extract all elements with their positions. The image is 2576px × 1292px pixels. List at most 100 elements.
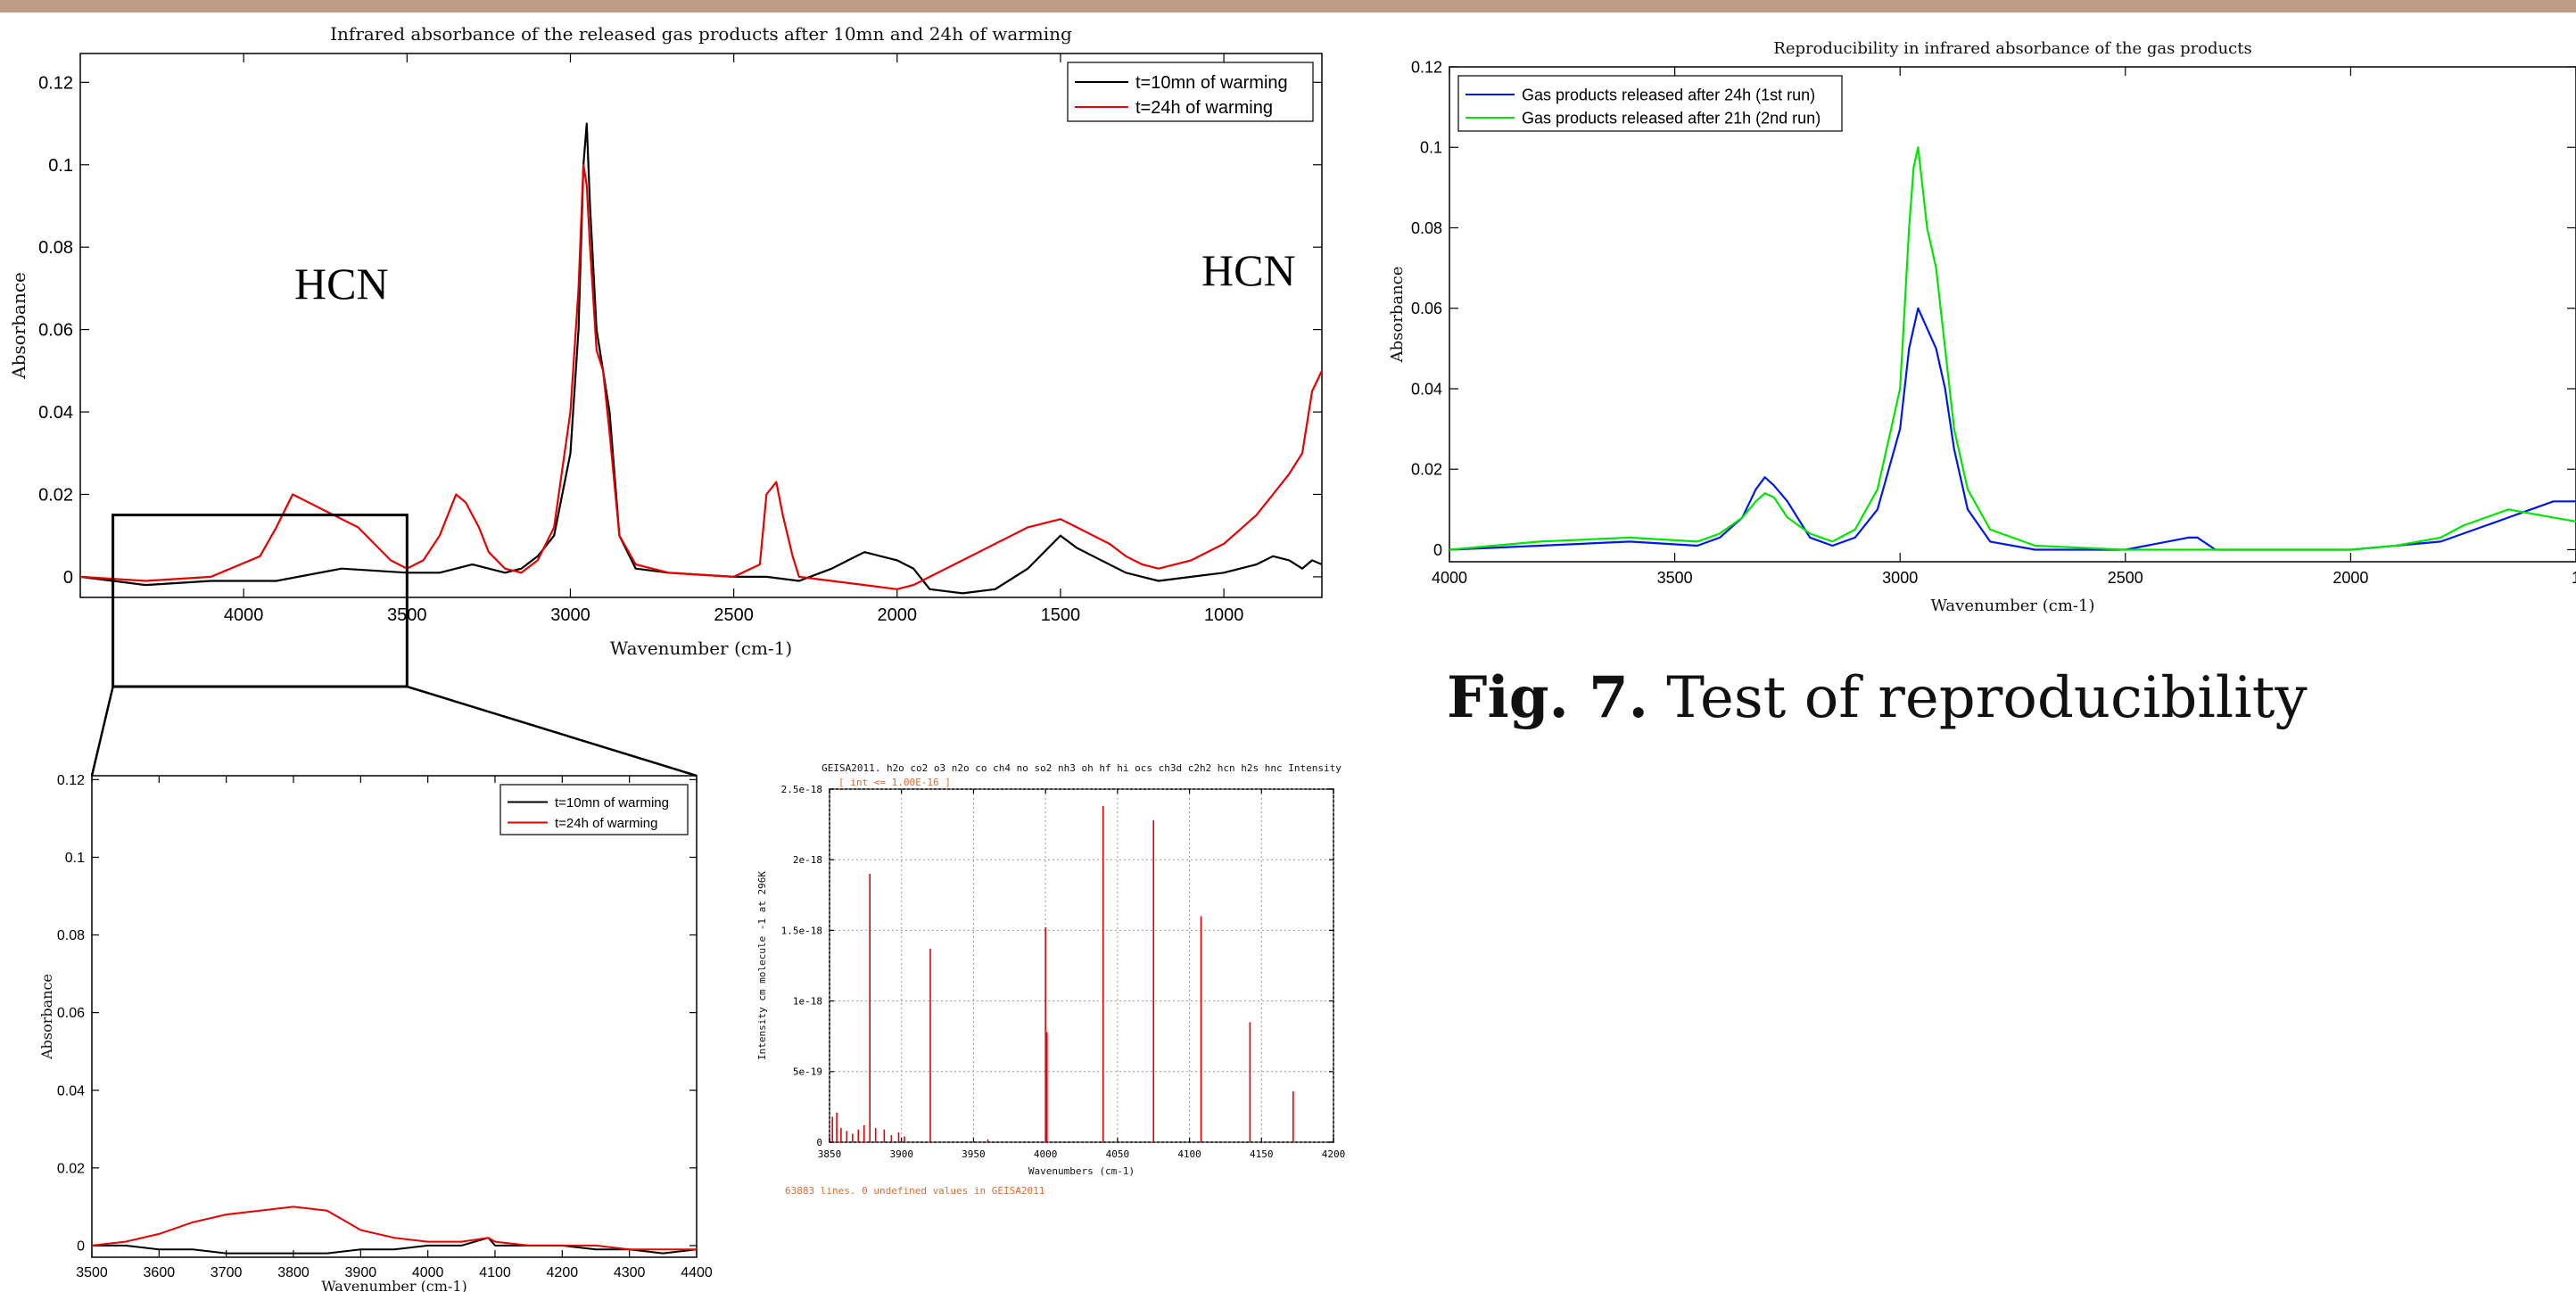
zoom-ytick-label-6: 0.12 [57, 773, 85, 788]
main-annotation-0: HCN [294, 259, 389, 309]
main-ytick-label-6: 0.12 [38, 73, 73, 93]
main-ytick-label-2: 0.04 [38, 403, 73, 423]
zoom-xtick-label-4: 3900 [345, 1265, 377, 1280]
zoom-xtick-label-1: 3600 [144, 1265, 176, 1280]
repro-chart-svg: Reproducibility in infrared absorbance o… [1388, 39, 2576, 615]
zoom-xtick-label-9: 4400 [681, 1265, 713, 1280]
reproducibility-chart: Reproducibility in infrared absorbance o… [1374, 36, 2576, 642]
geisa-xtick-label-7: 4200 [1322, 1148, 1346, 1160]
geisa-xtick-label-1: 3900 [889, 1148, 913, 1160]
repro-ytick-label-1: 0.02 [1411, 461, 1442, 479]
main-absorbance-chart: Infrared absorbance of the released gas … [0, 18, 1338, 660]
repro-y-axis-label: Absorbance [1388, 267, 1407, 364]
geisa-title: GEISA2011. h2o co2 o3 n2o co ch4 no so2 … [822, 762, 1342, 774]
zoom-legend-label-1: t=24h of warming [555, 816, 657, 831]
figure-caption-text: Test of reproducibility [1647, 665, 2308, 731]
zoom-series-line-1 [91, 1206, 697, 1251]
figure-caption-number: Fig. 7. [1447, 664, 1648, 731]
geisa-xtick-label-0: 3850 [818, 1148, 842, 1160]
repro-xtick-label-1: 3500 [1657, 569, 1693, 587]
figure-caption: Fig. 7. Test of reproducibility [1447, 664, 2308, 731]
zoom-region-box [111, 514, 409, 688]
zoom-legend-box [500, 784, 689, 835]
main-ytick-label-1: 0.02 [38, 485, 73, 505]
repro-xtick-label-3: 2500 [2108, 569, 2143, 587]
main-ytick-label-5: 0.1 [48, 156, 73, 176]
zoom-ytick-label-2: 0.04 [57, 1083, 85, 1099]
geisa-chart-svg: GEISA2011. h2o co2 o3 n2o co ch4 no so2 … [756, 762, 1346, 1197]
main-chart-svg: Infrared absorbance of the released gas … [8, 23, 1323, 659]
geisa-ytick-label-3: 1.5e-18 [781, 925, 822, 936]
main-annotation-1: HCN [1201, 245, 1296, 295]
repro-xtick-label-4: 2000 [2332, 569, 2368, 587]
main-xtick-label-0: 4000 [224, 605, 264, 625]
zoom-legend-label-0: t=10mn of warming [555, 795, 669, 811]
main-y-axis-label: Absorbance [8, 272, 29, 380]
zoom-absorbance-chart: 0 0.02 0.04 0.06 0.08 0.1 0.12 3500 3600 3700 3800… [0, 678, 731, 1292]
main-xtick-label-2: 3000 [550, 605, 590, 625]
main-ytick-label-0: 0 [63, 568, 73, 588]
geisa-y-axis-label: Intensity cm molecule -1 at 296K [756, 871, 768, 1060]
header-band [0, 0, 2576, 12]
zoom-series-line-0 [92, 1237, 698, 1255]
zoom-ytick-label-5: 0.1 [65, 851, 85, 866]
main-ytick-label-4: 0.08 [38, 238, 73, 258]
repro-xtick-label-0: 4000 [1432, 569, 1467, 587]
zoom-ytick-label-3: 0.06 [57, 1006, 85, 1021]
zoom-xtick-label-7: 4200 [547, 1265, 579, 1280]
main-series-line-0 [79, 122, 1323, 595]
repro-ytick-label-6: 0.12 [1411, 58, 1442, 76]
zoom-connector-right [406, 685, 698, 778]
geisa-xtick-label-4: 4050 [1106, 1148, 1130, 1160]
zoom-plot-frame [91, 775, 698, 1258]
geisa-xtick-label-5: 4100 [1177, 1148, 1201, 1160]
zoom-xtick-label-8: 4300 [614, 1265, 646, 1280]
repro-ytick-label-3: 0.06 [1411, 300, 1442, 317]
zoom-x-axis-label: Wavenumber (cm-1) [321, 1278, 467, 1292]
repro-ytick-label-0: 0 [1433, 541, 1442, 559]
repro-xtick-label-2: 3000 [1882, 569, 1918, 587]
zoom-xtick-label-6: 4100 [479, 1265, 511, 1280]
main-xtick-label-3: 2500 [714, 605, 754, 625]
repro-ytick-label-2: 0.04 [1411, 380, 1442, 398]
main-legend-label-1: t=24h of warming [1135, 98, 1273, 118]
repro-legend-box [1457, 75, 1843, 132]
repro-plot-frame [1449, 66, 2576, 563]
main-legend-label-0: t=10mn of warming [1135, 73, 1288, 93]
main-title: Infrared absorbance of the released gas … [330, 23, 1072, 45]
geisa-ytick-label-4: 2e-18 [793, 854, 822, 866]
geisa-xtick-label-3: 4000 [1034, 1148, 1058, 1160]
geisa-xtick-label-2: 3950 [962, 1148, 986, 1160]
geisa-subtitle: [ int <= 1.00E-16 ] [838, 777, 951, 788]
repro-legend-label-1: Gas products released after 21h (2nd run… [1522, 109, 1821, 127]
zoom-chart-svg: 0 0.02 0.04 0.06 0.08 0.1 0.12 3500 3600 3700 3800… [38, 773, 713, 1292]
geisa-ytick-label-0: 0 [816, 1137, 822, 1148]
main-series-line-1 [79, 163, 1323, 590]
geisa-ytick-label-2: 1e-18 [793, 995, 822, 1007]
geisa-xtick-label-6: 4150 [1250, 1148, 1274, 1160]
zoom-y-axis-label: Absorbance [38, 974, 55, 1060]
main-x-axis-label: Wavenumber (cm-1) [610, 638, 792, 659]
geisa-x-axis-label: Wavenumbers (cm-1) [1028, 1165, 1135, 1177]
main-ytick-label-3: 0.06 [38, 321, 73, 341]
geisa-ytick-label-1: 5e-19 [793, 1066, 822, 1078]
repro-ytick-label-5: 0.1 [1420, 139, 1442, 157]
zoom-xtick-label-0: 3500 [76, 1265, 108, 1280]
main-xtick-label-6: 1000 [1204, 605, 1244, 625]
repro-xtick-label-5: 1 [2572, 569, 2576, 587]
main-legend-box [1067, 62, 1314, 122]
zoom-xtick-label-2: 3700 [211, 1265, 243, 1280]
zoom-ytick-label-1: 0.02 [57, 1161, 85, 1176]
repro-x-axis-label: Wavenumber (cm-1) [1931, 597, 2095, 615]
zoom-xtick-label-3: 3800 [277, 1265, 310, 1280]
geisa-intensity-chart: GEISA2011. h2o co2 o3 n2o co ch4 no so2 … [749, 753, 1374, 1199]
zoom-xtick-label-5: 4000 [412, 1265, 444, 1280]
zoom-connector-left [90, 686, 114, 777]
repro-legend-label-0: Gas products released after 24h (1st run… [1522, 86, 1815, 103]
repro-series-line-1 [1449, 146, 2576, 551]
repro-series-line-0 [1449, 307, 2576, 551]
repro-ytick-label-4: 0.08 [1411, 219, 1442, 237]
geisa-ytick-label-5: 2.5e-18 [781, 784, 822, 795]
main-xtick-label-4: 2000 [878, 605, 918, 625]
